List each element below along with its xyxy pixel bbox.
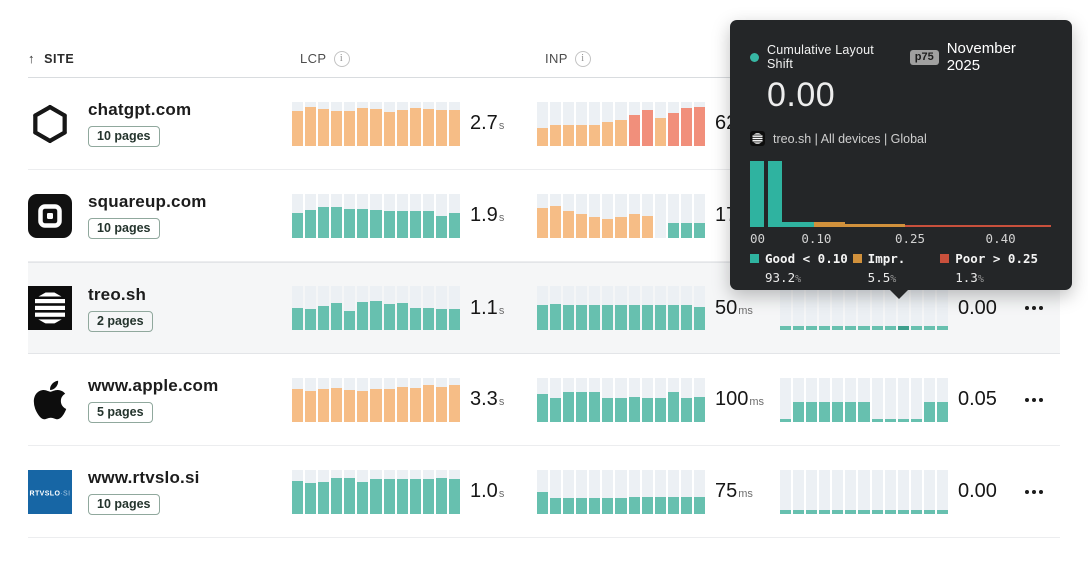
lcp-value: 1.0s <box>470 480 505 502</box>
inp-value: 75ms <box>715 480 753 502</box>
square-logo-icon <box>28 193 72 238</box>
cls-cell: 0.05 <box>780 377 1008 422</box>
lcp-value: 1.9s <box>470 204 505 226</box>
lcp-value: 2.7s <box>470 112 505 134</box>
cls-sparkline-chart[interactable] <box>780 286 949 330</box>
pages-badge: 2 pages <box>88 310 153 332</box>
cls-value: 0.05 <box>958 388 997 410</box>
inp-value: 100ms <box>715 388 765 410</box>
cls-value: 0.00 <box>958 480 997 502</box>
rtvslo-logo-icon: RTVSLO·SI <box>28 469 72 514</box>
site-link-rtvslo[interactable]: RTVSLO·SI www.rtvslo.si 10 pages <box>28 468 292 515</box>
row-menu-button[interactable] <box>1008 477 1060 507</box>
pages-badge: 10 pages <box>88 218 160 239</box>
info-icon[interactable]: i <box>333 50 350 67</box>
tooltip-metric-value: 0.00 <box>767 76 836 114</box>
inp-sparkline-chart[interactable] <box>537 469 706 514</box>
cls-sparkline-chart[interactable] <box>780 469 949 514</box>
inp-sparkline-chart[interactable] <box>537 286 706 330</box>
sort-asc-icon: ↑ <box>28 51 36 66</box>
legend-item-poor: Poor > 0.25 1.3% <box>940 251 1038 285</box>
cls-distribution-histogram <box>750 161 1052 227</box>
site-link-chatgpt[interactable]: chatgpt.com 10 pages <box>28 100 292 147</box>
metric-dot-icon <box>750 52 759 62</box>
inp-cell: 17 <box>537 193 780 238</box>
legend-item-impr: Impr. 5.5% <box>852 251 905 285</box>
lcp-sparkline-chart[interactable] <box>292 193 461 238</box>
treo-logo-icon <box>28 286 72 330</box>
site-domain[interactable]: www.apple.com <box>88 376 219 395</box>
apple-logo-icon <box>28 378 72 422</box>
row-menu-button[interactable] <box>1008 385 1060 415</box>
lcp-cell: 2.7s <box>292 101 537 146</box>
site-link-squareup[interactable]: squareup.com 10 pages <box>28 192 292 239</box>
inp-sparkline-chart[interactable] <box>537 377 706 422</box>
histogram-legend: Good < 0.10 93.2% Impr. 5.5% Poor > 0.25… <box>750 251 1052 293</box>
site-domain[interactable]: www.rtvslo.si <box>88 468 200 487</box>
site-domain[interactable]: squareup.com <box>88 192 207 211</box>
x-tick: 00 <box>750 231 766 246</box>
inp-cell: 75ms <box>537 469 780 514</box>
table-header: ↑ SITE LCP i INP i <box>28 40 1060 78</box>
poor-swatch-icon <box>940 254 950 263</box>
lcp-sparkline-chart[interactable] <box>292 469 461 514</box>
treo-favicon-icon <box>750 131 765 146</box>
site-link-apple[interactable]: www.apple.com 5 pages <box>28 376 292 423</box>
chatgpt-logo-icon <box>28 102 72 146</box>
lcp-sparkline-chart[interactable] <box>292 377 461 422</box>
column-header-inp[interactable]: INP i <box>537 50 780 67</box>
histogram-x-axis: 00 0.10 0.25 0.40 <box>750 227 1052 247</box>
lcp-sparkline-chart[interactable] <box>292 101 461 146</box>
lcp-cell: 3.3s <box>292 377 537 422</box>
lcp-column-label: LCP <box>300 51 327 66</box>
cls-sparkline-chart[interactable] <box>780 377 949 422</box>
inp-column-label: INP <box>545 51 568 66</box>
column-header-site[interactable]: ↑ SITE <box>28 51 292 66</box>
lcp-cell: 1.9s <box>292 193 537 238</box>
svg-text:RTVSLO·SI: RTVSLO·SI <box>30 490 71 497</box>
inp-value: 50ms <box>715 296 753 319</box>
inp-sparkline-chart[interactable] <box>537 193 706 238</box>
site-link-treo[interactable]: treo.sh 2 pages <box>28 285 292 332</box>
inp-sparkline-chart[interactable] <box>537 101 706 146</box>
month-label: November 2025 <box>946 40 1016 74</box>
lcp-value: 3.3s <box>470 388 505 410</box>
row-menu-button[interactable] <box>1008 293 1060 323</box>
table-row: RTVSLO·SI www.rtvslo.si 10 pages 1.0s 75… <box>28 446 1060 538</box>
site-column-label: SITE <box>44 51 75 66</box>
lcp-value: 1.1s <box>470 296 505 319</box>
lcp-sparkline-chart[interactable] <box>292 286 461 330</box>
good-swatch-icon <box>750 254 759 263</box>
percentile-badge: p75 <box>909 49 939 65</box>
inp-cell: 100ms <box>537 377 780 422</box>
cls-value: 0.00 <box>958 296 997 319</box>
tooltip-metric-label: Cumulative Layout Shift <box>767 43 874 71</box>
cls-cell: 0.00 <box>780 469 1008 514</box>
lcp-cell: 1.0s <box>292 469 537 514</box>
inp-cell: 50ms <box>537 286 780 330</box>
site-domain[interactable]: treo.sh <box>88 284 147 304</box>
pages-badge: 10 pages <box>88 126 160 147</box>
cls-metric-tooltip: Cumulative Layout Shift p75 November 202… <box>730 20 1072 290</box>
cls-cell: 0.00 <box>780 286 1008 330</box>
column-header-lcp[interactable]: LCP i <box>292 50 537 67</box>
impr-swatch-icon <box>852 254 862 263</box>
pages-badge: 5 pages <box>88 402 153 423</box>
x-tick: 0.10 <box>801 231 832 246</box>
tooltip-context-label: treo.sh | All devices | Global <box>773 131 927 146</box>
pages-badge: 10 pages <box>88 494 160 515</box>
info-icon[interactable]: i <box>574 50 591 67</box>
legend-item-good: Good < 0.10 93.2% <box>750 251 848 285</box>
table-row: www.apple.com 5 pages 3.3s 100ms 0.05 <box>28 354 1060 446</box>
site-domain[interactable]: chatgpt.com <box>88 100 192 119</box>
lcp-cell: 1.1s <box>292 286 537 330</box>
tooltip-caret-icon <box>889 289 909 299</box>
x-tick: 0.25 <box>894 231 926 246</box>
x-tick: 0.40 <box>985 231 1016 246</box>
